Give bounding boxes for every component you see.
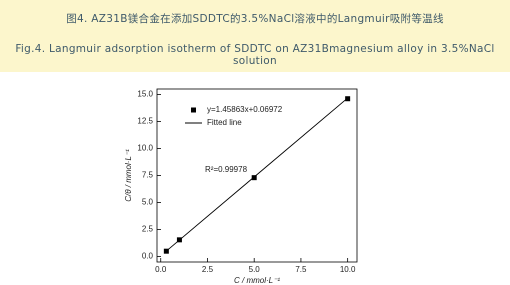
fitted-line	[166, 97, 348, 252]
x-tick-label: 2.5	[202, 265, 214, 274]
annotation: R²=0.99978	[205, 165, 248, 174]
y-tick-label: 2.5	[142, 225, 154, 234]
data-point	[163, 248, 169, 254]
x-tick-label: 10.0	[340, 265, 356, 274]
x-tick-label: 0.0	[155, 265, 167, 274]
legend-marker	[191, 107, 196, 113]
x-tick-label: 7.5	[295, 265, 307, 274]
y-tick-label: 0.0	[142, 252, 154, 261]
y-tick-label: 15.0	[137, 90, 153, 99]
y-axis-label: C/θ / mmol·L⁻¹	[124, 149, 133, 202]
data-point	[345, 96, 351, 102]
y-tick-label: 10.0	[137, 144, 153, 153]
legend-label: y=1.45863x+0.06972	[207, 105, 283, 114]
y-tick-label: 7.5	[142, 171, 154, 180]
x-axis-label: C / mmol·L⁻¹	[234, 276, 280, 285]
caption-cn: 图4. AZ31B镁合金在添加SDDTC的3.5%NaCl溶液中的Langmui…	[66, 13, 444, 25]
x-tick-label: 5.0	[249, 265, 261, 274]
data-point	[251, 175, 257, 181]
caption-en: Fig.4. Langmuir adsorption isotherm of S…	[15, 43, 495, 67]
legend-label: Fitted line	[207, 118, 242, 127]
chart: 0.0 2.5 5.0 7.5 10.0 0.0 2.5 5.0 7.5 10.0 12.5 15.0…	[124, 88, 358, 285]
y-tick-label: 12.5	[137, 117, 153, 126]
y-tick-label: 5.0	[142, 198, 154, 207]
caption-banner: 图4. AZ31B镁合金在添加SDDTC的3.5%NaCl溶液中的Langmui…	[0, 0, 510, 72]
